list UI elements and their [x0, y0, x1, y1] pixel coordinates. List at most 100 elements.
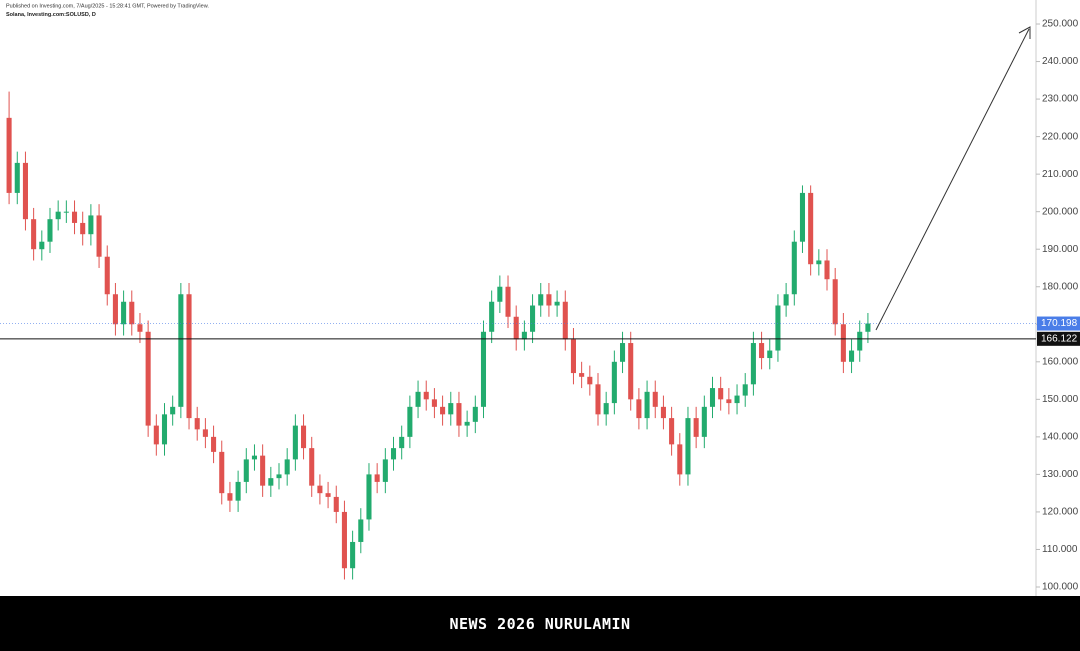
- y-tick-label: 220.000: [1042, 131, 1079, 142]
- candle-body: [538, 294, 544, 306]
- candle-body: [47, 219, 53, 242]
- candle-body: [750, 343, 756, 385]
- arrow-head: [1018, 26, 1031, 39]
- candle-body: [178, 294, 184, 407]
- candle-body: [767, 350, 773, 359]
- candle-body: [202, 429, 208, 437]
- candle-body: [480, 331, 487, 407]
- candle-body: [456, 403, 462, 426]
- candle-body: [6, 117, 12, 193]
- chart: Published on Investing.com, 7/Aug/2025 -…: [0, 0, 1080, 596]
- y-tick-label: 190.000: [1042, 244, 1079, 255]
- candle-body: [39, 241, 45, 250]
- candle-body: [562, 301, 568, 340]
- candle-body: [55, 211, 61, 220]
- candle-body: [636, 399, 642, 419]
- candle-body: [145, 331, 151, 426]
- published-note: Published on Investing.com, 7/Aug/2025 -…: [6, 3, 209, 9]
- candle-body: [587, 376, 593, 385]
- candle-body: [333, 496, 339, 512]
- candle-body: [129, 301, 135, 325]
- forecast-arrow: [875, 28, 1030, 331]
- candle-body: [832, 279, 838, 325]
- candle-body: [628, 343, 634, 400]
- candle-body: [611, 361, 617, 404]
- y-tick-label: 210.000: [1042, 169, 1079, 180]
- candle-body: [513, 316, 519, 340]
- candle-body: [579, 373, 585, 377]
- y-tick-label: 180.000: [1042, 281, 1079, 292]
- y-tick-label: 110.000: [1042, 544, 1078, 555]
- candle-body: [759, 343, 765, 359]
- candle-body: [284, 459, 290, 475]
- candle-body: [374, 474, 380, 482]
- candle-body: [644, 391, 650, 419]
- candle-body: [341, 511, 347, 569]
- footer-banner: NEWS 2026 NURULAMIN: [0, 596, 1080, 651]
- candle-body: [31, 219, 37, 250]
- candle-body: [251, 455, 258, 460]
- y-tick-label: 200.000: [1042, 206, 1079, 217]
- candle-body: [799, 192, 806, 242]
- candle-body: [211, 436, 217, 452]
- candle-body: [783, 294, 789, 306]
- candle-body: [121, 301, 127, 325]
- candle-body: [546, 294, 552, 306]
- candle-body: [309, 448, 315, 486]
- candle-body: [80, 222, 86, 235]
- candle-body: [742, 384, 748, 396]
- price-label: 166.122: [1041, 333, 1078, 344]
- candle-body: [219, 451, 225, 494]
- y-tick-label: 250.000: [1042, 19, 1079, 30]
- candle-body: [603, 403, 609, 415]
- candle-body: [415, 391, 421, 407]
- candle-body: [849, 350, 855, 362]
- candle-body: [112, 294, 118, 325]
- price-label-box: [1037, 331, 1080, 346]
- candle-body: [194, 418, 200, 430]
- candle-body: [660, 406, 666, 419]
- candle-body: [718, 388, 724, 400]
- candle-body: [677, 444, 683, 475]
- candle-body: [390, 448, 397, 460]
- candle-body: [791, 241, 797, 295]
- candle-body: [554, 301, 560, 306]
- candle-body: [22, 162, 28, 220]
- y-tick-label: 240.000: [1042, 56, 1079, 67]
- candle-body: [440, 406, 446, 415]
- candle-body: [775, 305, 781, 351]
- candle-body: [227, 493, 233, 501]
- candle-body: [472, 406, 478, 422]
- candle-body: [693, 418, 699, 437]
- candle-body: [652, 391, 658, 407]
- candle-body: [235, 481, 241, 501]
- candle-body: [840, 324, 846, 362]
- candle-body: [153, 425, 159, 445]
- candle-body: [186, 294, 192, 419]
- y-tick-label: 230.000: [1042, 94, 1079, 105]
- candle-body: [595, 384, 601, 415]
- candle-body: [619, 343, 626, 362]
- y-tick-label: 140.000: [1042, 432, 1079, 443]
- candle-body: [521, 331, 527, 340]
- symbol-title: Solana, Investing.com:SOLUSD, D: [6, 12, 96, 18]
- candle-body: [292, 425, 298, 460]
- candle-body: [104, 256, 110, 295]
- y-tick-label: 150.000: [1042, 394, 1079, 405]
- candle-body: [530, 305, 536, 332]
- candle-body: [669, 418, 675, 445]
- candle-body: [701, 406, 707, 437]
- candle-body: [570, 339, 576, 374]
- candle-body: [366, 474, 372, 520]
- candle-body: [350, 541, 356, 569]
- candle-body: [301, 425, 307, 449]
- candle-body: [161, 414, 168, 445]
- y-tick-label: 120.000: [1042, 507, 1079, 518]
- candle-body: [407, 406, 413, 437]
- candle-body: [685, 418, 691, 475]
- price-label-box: [1037, 316, 1080, 331]
- candle-body: [431, 399, 437, 407]
- candle-body: [505, 286, 511, 317]
- candle-body: [71, 211, 78, 223]
- candle-body: [464, 421, 470, 426]
